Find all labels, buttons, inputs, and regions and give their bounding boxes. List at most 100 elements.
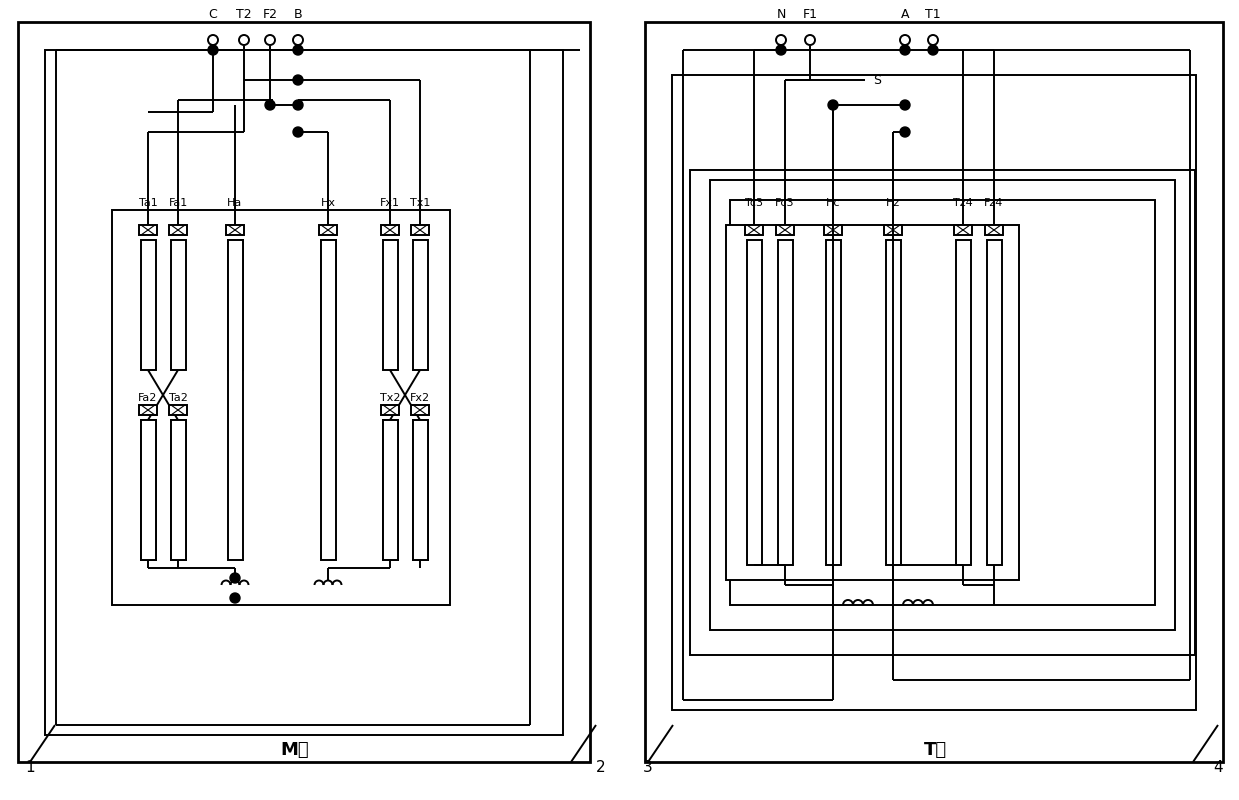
- Circle shape: [208, 45, 218, 55]
- Text: T变: T变: [923, 741, 947, 759]
- Circle shape: [292, 100, 304, 110]
- Bar: [886, 240, 901, 565]
- Bar: [228, 240, 243, 370]
- Bar: [45, 50, 563, 735]
- Bar: [140, 420, 156, 560]
- Circle shape: [776, 35, 786, 45]
- Bar: [411, 225, 429, 235]
- Bar: [883, 225, 902, 235]
- Bar: [776, 225, 794, 235]
- Circle shape: [208, 35, 218, 45]
- Bar: [646, 22, 1223, 762]
- Bar: [986, 240, 1001, 565]
- Text: A: A: [901, 7, 909, 21]
- Text: 4: 4: [1213, 761, 1223, 775]
- Bar: [228, 240, 243, 560]
- Circle shape: [265, 35, 275, 45]
- Text: T1: T1: [926, 7, 940, 21]
- Bar: [171, 420, 186, 560]
- Bar: [171, 240, 186, 370]
- Text: C: C: [208, 7, 217, 21]
- Bar: [19, 22, 590, 762]
- Circle shape: [900, 45, 909, 55]
- Text: Ta2: Ta2: [169, 393, 187, 403]
- Bar: [710, 180, 1175, 630]
- Bar: [139, 405, 157, 415]
- Text: 2: 2: [596, 761, 606, 775]
- Bar: [321, 240, 336, 370]
- Circle shape: [265, 100, 275, 110]
- Text: Hz: Hz: [886, 198, 900, 208]
- Circle shape: [928, 45, 938, 55]
- Circle shape: [239, 35, 249, 45]
- Bar: [730, 200, 1155, 605]
- Bar: [745, 225, 763, 235]
- Bar: [169, 405, 187, 415]
- Circle shape: [776, 45, 786, 55]
- Bar: [318, 225, 337, 235]
- Bar: [747, 240, 762, 565]
- Text: Ha: Ha: [228, 198, 243, 208]
- Bar: [690, 170, 1194, 655]
- Bar: [140, 240, 156, 370]
- Bar: [726, 225, 1018, 580]
- Circle shape: [828, 100, 838, 110]
- Circle shape: [928, 35, 938, 45]
- Text: F1: F1: [803, 7, 818, 21]
- Text: B: B: [294, 7, 302, 21]
- Circle shape: [900, 35, 909, 45]
- Bar: [413, 420, 427, 560]
- Text: 1: 1: [25, 761, 35, 775]
- Bar: [985, 225, 1004, 235]
- Circle shape: [292, 45, 304, 55]
- Text: M变: M变: [281, 741, 310, 759]
- Text: 3: 3: [643, 761, 653, 775]
- Text: Tx1: Tx1: [410, 198, 430, 208]
- Bar: [383, 240, 398, 370]
- Bar: [411, 405, 429, 415]
- Text: Fc3: Fc3: [776, 198, 794, 208]
- Bar: [382, 225, 399, 235]
- Bar: [955, 240, 970, 565]
- Text: Hx: Hx: [321, 198, 336, 208]
- Bar: [383, 420, 398, 560]
- Text: T2: T2: [237, 7, 252, 21]
- Circle shape: [230, 573, 240, 583]
- Text: Hc: Hc: [825, 198, 840, 208]
- Text: N: N: [777, 7, 786, 21]
- Bar: [954, 225, 973, 235]
- Bar: [321, 240, 336, 560]
- Bar: [778, 240, 793, 565]
- Text: Tz4: Tz4: [953, 198, 973, 208]
- Bar: [382, 405, 399, 415]
- Circle shape: [900, 100, 909, 110]
- Bar: [169, 225, 187, 235]
- Text: Fa2: Fa2: [139, 393, 157, 403]
- Bar: [672, 75, 1196, 710]
- Bar: [140, 420, 156, 560]
- Circle shape: [292, 35, 304, 45]
- Text: Ta1: Ta1: [139, 198, 157, 208]
- Circle shape: [900, 127, 909, 137]
- Bar: [171, 420, 186, 560]
- Bar: [413, 420, 427, 560]
- Text: F2: F2: [263, 7, 278, 21]
- Circle shape: [230, 593, 240, 603]
- Text: Tc3: Tc3: [745, 198, 763, 208]
- Text: S: S: [873, 74, 881, 86]
- Text: Fz4: Fz4: [984, 198, 1004, 208]
- Text: Fx2: Fx2: [410, 393, 430, 403]
- Bar: [383, 420, 398, 560]
- Circle shape: [805, 35, 815, 45]
- Bar: [139, 225, 157, 235]
- Bar: [225, 225, 244, 235]
- Text: Fx1: Fx1: [380, 198, 400, 208]
- Bar: [824, 225, 843, 235]
- Bar: [112, 210, 450, 605]
- Circle shape: [292, 127, 304, 137]
- Bar: [825, 240, 840, 565]
- Text: Fa1: Fa1: [169, 198, 187, 208]
- Text: Tx2: Tx2: [379, 393, 400, 403]
- Circle shape: [292, 75, 304, 85]
- Bar: [413, 240, 427, 370]
